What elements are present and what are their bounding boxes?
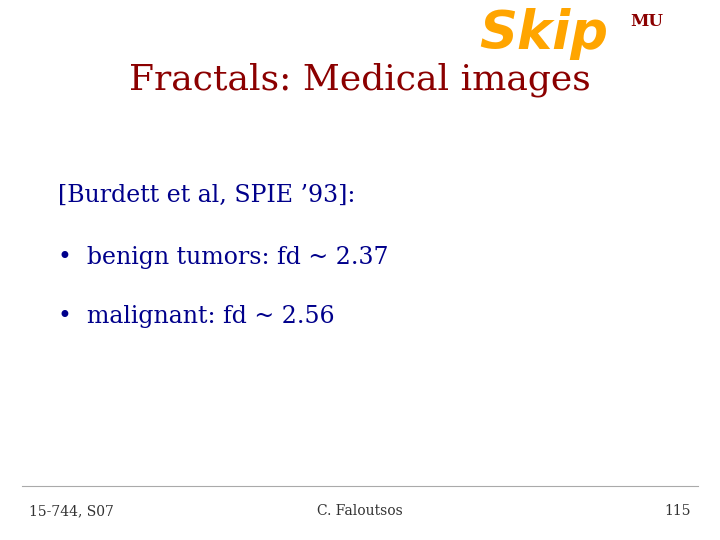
Text: 15-744, S07: 15-744, S07 <box>29 504 114 518</box>
Text: [Burdett et al, SPIE ’93]:: [Burdett et al, SPIE ’93]: <box>58 184 355 207</box>
Text: 115: 115 <box>665 504 691 518</box>
Text: •  benign tumors: fd ~ 2.37: • benign tumors: fd ~ 2.37 <box>58 246 388 269</box>
Text: Fractals: Medical images: Fractals: Medical images <box>129 62 591 97</box>
Text: •  malignant: fd ~ 2.56: • malignant: fd ~ 2.56 <box>58 305 334 328</box>
Text: MU: MU <box>630 14 663 30</box>
Text: Skip: Skip <box>479 8 608 60</box>
Text: C. Faloutsos: C. Faloutsos <box>317 504 403 518</box>
